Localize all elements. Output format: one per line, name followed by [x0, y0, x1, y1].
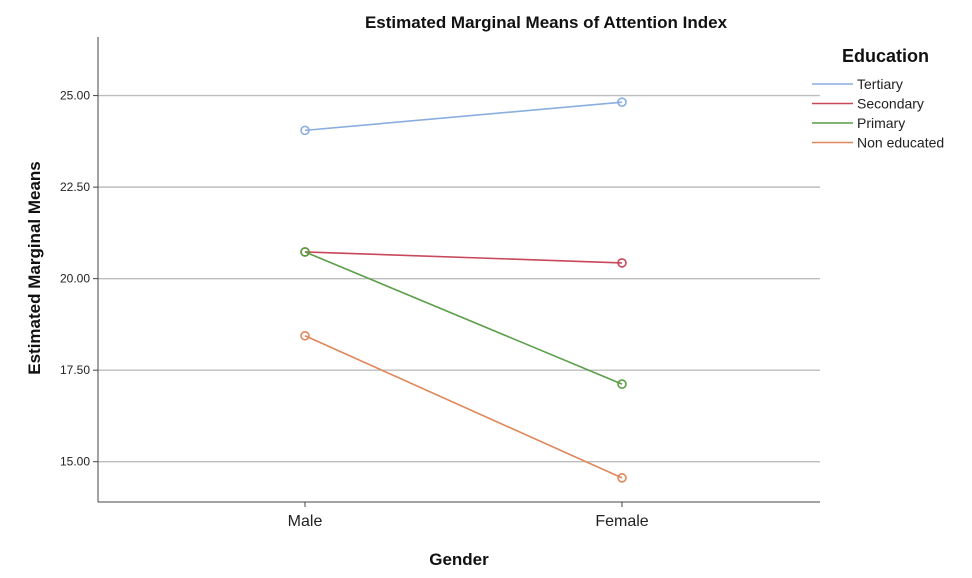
- x-tick-label: Female: [595, 513, 648, 530]
- series-line-tertiary: [304, 101, 623, 132]
- legend-label: Non educated: [857, 135, 944, 151]
- legend: Education Tertiary Secondary Primary Non ed…: [812, 46, 944, 151]
- series-line-secondary: [304, 251, 623, 264]
- y-tick-label: 22.50: [60, 180, 90, 194]
- data-point: [617, 258, 627, 268]
- series-line-primary: [304, 251, 623, 385]
- y-tick-label: 20.00: [60, 272, 90, 286]
- series-line-non-educated: [304, 335, 623, 479]
- data-point: [617, 97, 627, 107]
- y-axis-ticks: 15.00 17.50 20.00 22.50 25.00: [60, 89, 98, 469]
- data-point: [617, 473, 627, 483]
- gridlines: [98, 94, 820, 463]
- chart-title: Estimated Marginal Means of Attention In…: [365, 13, 728, 32]
- series-layer: [300, 97, 627, 483]
- x-axis-ticks: Male Female: [288, 502, 649, 530]
- y-axis-label: Estimated Marginal Means: [25, 161, 44, 375]
- y-tick-label: 17.50: [60, 363, 90, 377]
- y-tick-label: 15.00: [60, 455, 90, 469]
- legend-label: Secondary: [857, 96, 924, 112]
- legend-label: Primary: [857, 115, 905, 131]
- data-point: [300, 330, 310, 341]
- data-point: [617, 379, 627, 389]
- data-point: [300, 125, 310, 136]
- x-tick-label: Male: [288, 513, 323, 530]
- y-tick-label: 25.00: [60, 89, 90, 103]
- legend-label: Tertiary: [857, 76, 903, 92]
- x-axis-label: Gender: [429, 550, 489, 569]
- legend-title: Education: [842, 46, 929, 66]
- data-point: [300, 247, 310, 257]
